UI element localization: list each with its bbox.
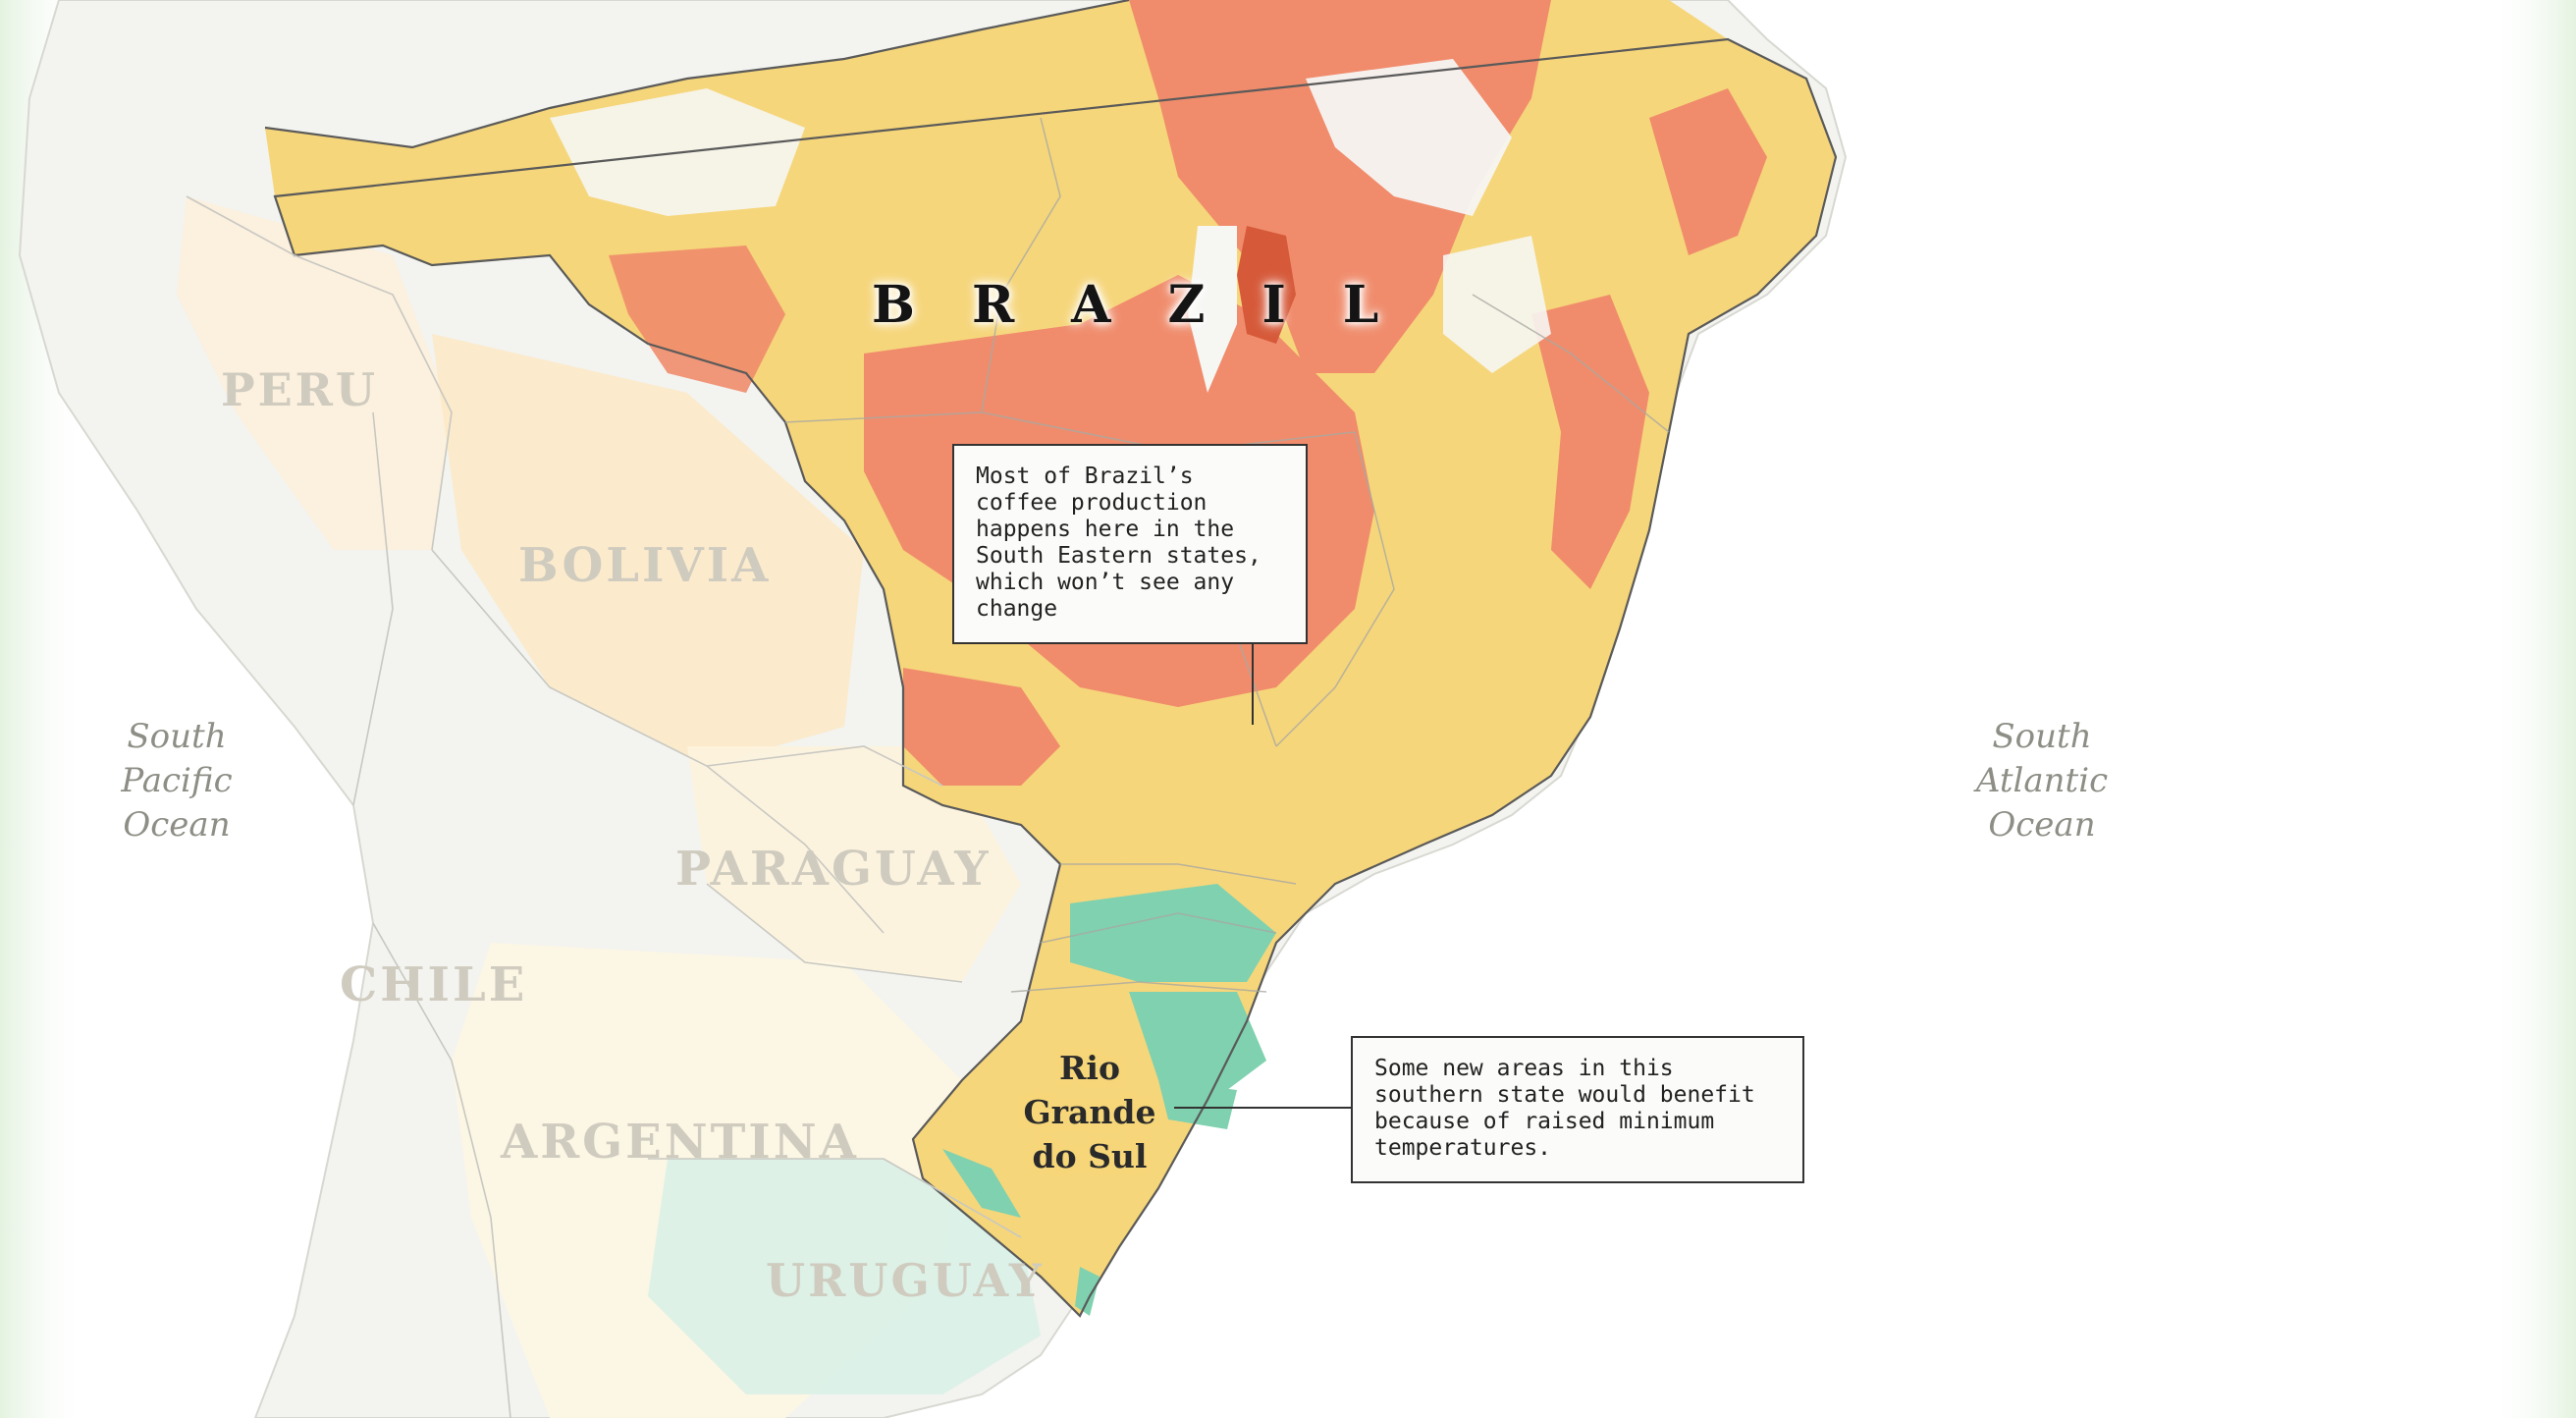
- unsuitable-patch-4: [1443, 236, 1551, 373]
- gain-region-santa-catarina: [1129, 992, 1266, 1090]
- loss-region-northeast: [1649, 88, 1767, 255]
- country-label-argentina: ARGENTINA: [501, 1115, 859, 1170]
- loss-region-east: [1531, 295, 1649, 589]
- loss-region-southwest: [903, 668, 1060, 786]
- paraguay-tint: [687, 746, 1021, 982]
- brazil-title: BRAZIL: [872, 275, 1436, 335]
- gain-region-far-south: [942, 1149, 1021, 1218]
- loss-region-west: [609, 245, 785, 393]
- bolivia-tint: [432, 334, 864, 766]
- country-label-uruguay: URUGUAY: [766, 1254, 1045, 1307]
- gain-region-parana: [1070, 884, 1276, 982]
- peru-tint: [177, 196, 452, 550]
- right-edge-fade: [2488, 0, 2576, 1418]
- country-label-bolivia: BOLIVIA: [518, 538, 772, 593]
- gain-region-coast: [1075, 1267, 1100, 1316]
- unsuitable-patch-2: [1188, 226, 1237, 393]
- gain-region-rio-grande-do-sul: [1158, 1080, 1237, 1129]
- annotation-south: Some new areas in this southern state wo…: [1351, 1036, 1804, 1183]
- country-label-peru: PERU: [221, 363, 378, 416]
- annotation-southeast: Most of Brazil’s coffee production happe…: [952, 444, 1308, 644]
- country-label-paraguay: PARAGUAY: [675, 842, 992, 897]
- unsuitable-patch-1: [1306, 59, 1512, 216]
- state-label-rio-grande-do-sul: Rio Grande do Sul: [1023, 1049, 1156, 1175]
- country-label-chile: CHILE: [340, 957, 528, 1012]
- ocean-label-pacific: South Pacific Ocean: [121, 717, 233, 845]
- ocean-label-atlantic: South Atlantic Ocean: [1975, 717, 2109, 845]
- uruguay-tint: [648, 1159, 1041, 1394]
- neighbor-borders: [186, 195, 1022, 1418]
- brazil-border: [264, 0, 1838, 1318]
- severe-loss-region: [1237, 226, 1296, 344]
